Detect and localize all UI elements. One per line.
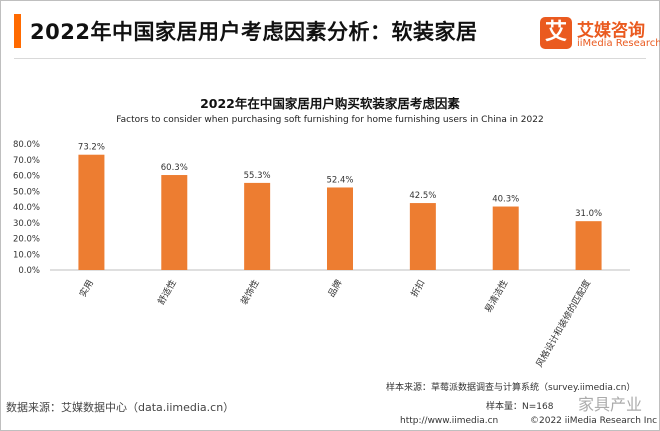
data-label: 42.5%: [409, 191, 436, 201]
bar: [409, 203, 436, 270]
data-label: 55.3%: [244, 171, 271, 181]
bar: [492, 206, 519, 270]
brand-subtitle: iiMedia Research: [577, 38, 660, 49]
title-accent-bar: [14, 14, 21, 48]
sample-size-note: 样本量：N=168: [486, 402, 554, 412]
bar: [327, 187, 353, 270]
header-divider: [14, 58, 646, 59]
y-tick-label: 80.0%: [13, 140, 40, 150]
x-tick-label: 装饰性: [238, 278, 262, 307]
bar: [575, 221, 602, 270]
data-source-note: 数据来源：艾媒数据中心（data.iimedia.cn）: [6, 401, 235, 414]
y-tick-label: 30.0%: [13, 219, 40, 229]
y-tick-label: 20.0%: [13, 235, 40, 245]
brand-logo-icon: 艾: [540, 17, 572, 49]
data-label: 31.0%: [575, 209, 602, 219]
data-label: 52.4%: [326, 175, 353, 185]
y-tick-label: 60.0%: [13, 172, 40, 182]
y-tick-label: 70.0%: [13, 156, 40, 166]
bar: [244, 182, 271, 270]
watermark-text: 家具产业: [578, 395, 643, 414]
x-tick-label: 折扣: [408, 278, 427, 300]
chart-title: 2022年在中国家居用户购买软装家居考虑因素: [200, 96, 460, 111]
brand-logo: 艾 艾媒咨询 iiMedia Research: [540, 15, 660, 53]
x-tick-label: 风格设计和装修的匹配度: [533, 278, 593, 370]
y-tick-label: 0.0%: [18, 266, 40, 276]
bar: [78, 154, 105, 270]
x-tick-label: 舒适性: [155, 278, 179, 307]
x-tick-label: 易清洁性: [482, 278, 510, 315]
data-label: 60.3%: [161, 163, 188, 173]
brand-name: 艾媒咨询: [577, 21, 645, 41]
copyright-text: ©2022 iiMedia Research Inc: [530, 416, 658, 426]
x-tick-label: 品牌: [325, 278, 344, 300]
chart-subtitle: Factors to consider when purchasing soft…: [116, 115, 544, 125]
source-sample-note: 样本来源：草莓派数据调查与计算系统（survey.iimedia.cn）: [386, 383, 636, 393]
x-tick-label: 实用: [77, 278, 96, 300]
page-title: 2022年中国家居用户考虑因素分析：软装家居: [30, 20, 478, 44]
bar: [161, 175, 188, 270]
y-tick-label: 10.0%: [13, 250, 40, 260]
y-tick-label: 50.0%: [13, 187, 40, 197]
copyright-url: http://www.iimedia.cn: [400, 416, 499, 426]
y-tick-label: 40.0%: [13, 203, 40, 213]
data-label: 73.2%: [78, 143, 105, 153]
data-label: 40.3%: [492, 195, 519, 205]
